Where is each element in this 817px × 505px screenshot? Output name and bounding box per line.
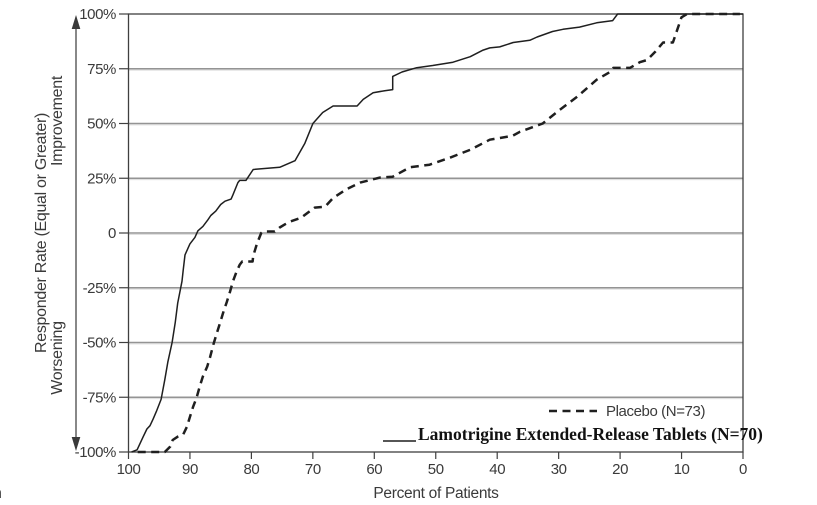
y-axis-annotation: Responder Rate (Equal or Greater) Improv… (33, 15, 81, 451)
arrow-up-icon (71, 15, 81, 29)
legend-placebo-label: Placebo (N=73) (606, 403, 705, 420)
y-tick-label: -25% (83, 280, 116, 297)
y-tick-label: 50% (87, 116, 116, 133)
x-tick-label: 50 (428, 461, 444, 478)
x-tick-label: 0 (739, 461, 747, 478)
x-tick-label: 10 (674, 461, 690, 478)
y-tick-label: 25% (87, 170, 116, 187)
arrow-down-icon (71, 437, 81, 451)
gridlines (128, 68, 743, 400)
corner-partial-text: n (0, 485, 2, 502)
y-tick-label: -100% (75, 444, 116, 461)
y-tick-label: 100% (79, 6, 116, 23)
y-tick-label: 75% (87, 61, 116, 78)
x-tick-label: 80 (243, 461, 259, 478)
placebo-line (137, 12, 740, 454)
x-tick-label: 60 (366, 461, 382, 478)
x-ticks (127, 452, 744, 459)
x-tick-label: 70 (305, 461, 321, 478)
y-tick-label: 0 (108, 225, 116, 242)
x-tick-label: 30 (551, 461, 567, 478)
x-tick-labels: 100 90 80 70 60 50 40 30 20 10 0 (117, 461, 748, 478)
x-axis-title: Percent of Patients (373, 485, 499, 502)
worsening-label: Worsening (49, 321, 66, 395)
lamotrigine-line (131, 13, 743, 453)
x-tick-label: 100 (117, 461, 141, 478)
x-tick-label: 20 (612, 461, 628, 478)
legend-lamotrigine-label: Lamotrigine Extended-Release Tablets (N=… (418, 424, 763, 444)
improvement-label: Improvement (49, 75, 66, 166)
legend: Placebo (N=73) Lamotrigine Extended-Rele… (383, 403, 763, 444)
double-arrow-icon (71, 15, 81, 451)
y-tick-labels: 100% 75% 50% 25% 0 -25% -50% -75% -100% (75, 6, 117, 461)
x-tick-label: 40 (489, 461, 505, 478)
y-tick-label: -75% (83, 389, 116, 406)
y-tick-label: -50% (83, 335, 116, 352)
y-axis-title: Responder Rate (Equal or Greater) (33, 113, 50, 353)
x-tick-label: 90 (182, 461, 198, 478)
y-ticks (119, 13, 129, 453)
